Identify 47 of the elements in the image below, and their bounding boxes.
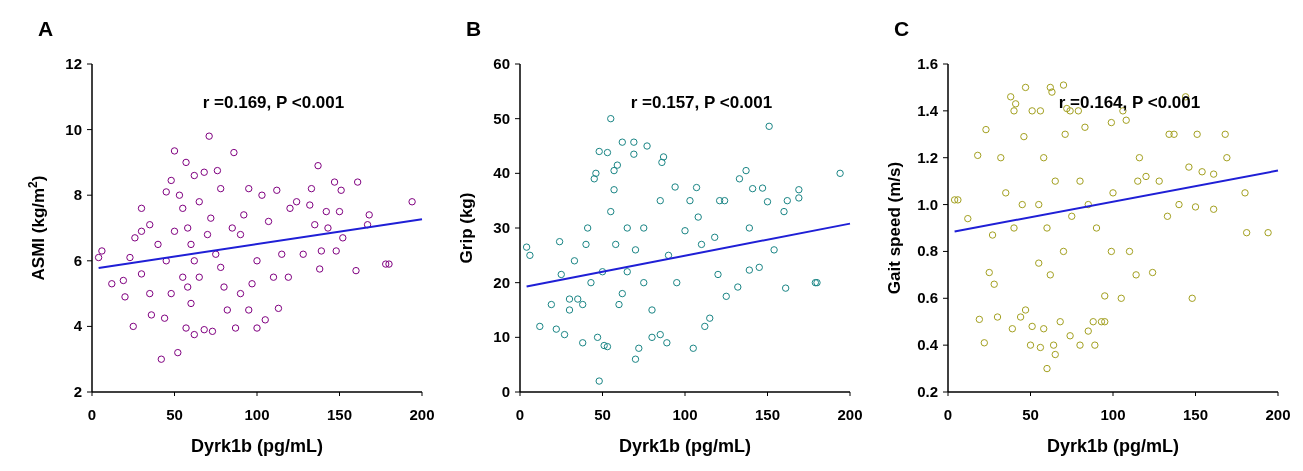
- x-tick-label: 200: [837, 406, 863, 423]
- y-tick-label: 40: [493, 164, 510, 182]
- x-axis-title: Dyrk1b (pg/mL): [190, 436, 324, 456]
- y-tick-label: 6: [73, 251, 82, 269]
- x-tick-label: 0: [87, 406, 97, 423]
- annotation: r =0.169, P <0.001: [202, 93, 345, 112]
- chart-title: A: [38, 17, 54, 40]
- x-tick-label: 150: [754, 406, 781, 423]
- y-tick-label: 0: [501, 383, 510, 400]
- x-tick-label: 100: [1100, 406, 1126, 423]
- y-tick-label: 4: [73, 317, 83, 335]
- x-tick-label: 50: [166, 406, 183, 423]
- y-tick-label: 0.8: [917, 242, 938, 260]
- annotation: r =0.164, P <0.001: [1058, 93, 1201, 112]
- y-tick-label: 1.6: [917, 55, 938, 72]
- y-tick-label: 2: [73, 383, 82, 400]
- annotation: r =0.157, P <0.001: [630, 93, 773, 112]
- y-tick-label: 0.4: [917, 336, 939, 354]
- y-tick-label: 20: [493, 273, 510, 291]
- x-tick-label: 0: [943, 406, 953, 423]
- y-tick-label: 50: [493, 109, 510, 127]
- y-tick-label: 10: [65, 120, 82, 138]
- y-tick-label: 12: [65, 55, 82, 72]
- x-tick-label: 100: [244, 406, 270, 423]
- y-axis-title: Gait speed (m/s): [885, 161, 904, 295]
- x-tick-label: 200: [1265, 406, 1291, 423]
- chart-title: C: [894, 17, 910, 40]
- chart-title: B: [466, 17, 482, 40]
- y-tick-label: 10: [493, 328, 510, 346]
- y-tick-label: 0.6: [917, 289, 938, 307]
- x-tick-label: 150: [326, 406, 353, 423]
- y-tick-label: 1.2: [917, 148, 938, 166]
- x-axis-title: Dyrk1b (pg/mL): [1046, 436, 1180, 456]
- x-tick-label: 100: [672, 406, 698, 423]
- y-tick-label: 0.2: [917, 383, 938, 400]
- y-tick-label: 1.0: [917, 195, 938, 213]
- x-tick-label: 50: [1022, 406, 1039, 423]
- y-tick-label: 1.4: [917, 101, 939, 119]
- y-tick-label: 60: [493, 55, 510, 72]
- x-tick-label: 50: [594, 406, 611, 423]
- y-tick-label: 30: [493, 219, 510, 236]
- x-tick-label: 150: [1182, 406, 1209, 423]
- y-axis-title: Grip (kg): [457, 192, 476, 264]
- y-tick-label: 8: [73, 186, 82, 204]
- x-tick-label: 0: [515, 406, 525, 423]
- x-tick-label: 200: [409, 406, 435, 423]
- x-axis-title: Dyrk1b (pg/mL): [618, 436, 752, 456]
